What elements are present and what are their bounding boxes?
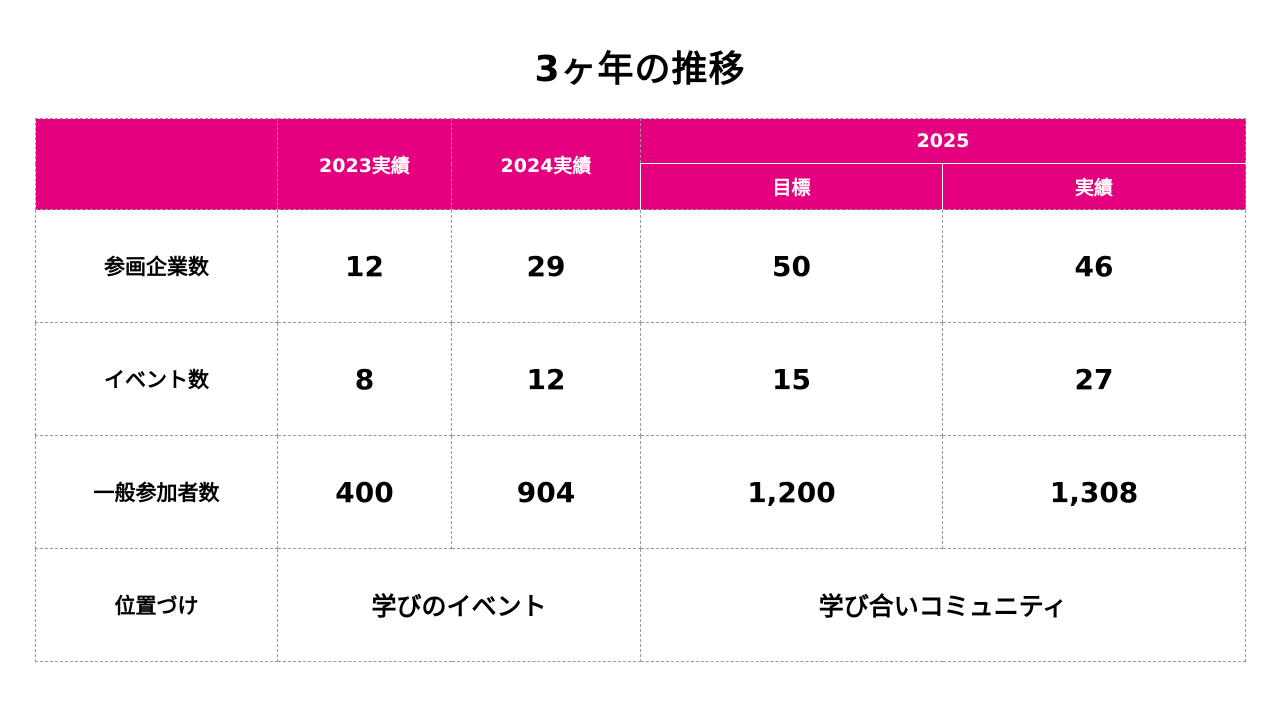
cell-events-2025-target: 15 [640,322,943,436]
row-label-events: イベント数 [35,322,278,436]
row-label-companies: 参画企業数 [35,209,278,323]
table-row: 一般参加者数 400 904 1,200 1,308 [35,435,1247,549]
cell-positioning-current: 学び合いコミュニティ [639,548,1247,662]
header-2023: 2023実績 [277,118,452,210]
table-subheader-row: 目標 実績 [36,163,1247,210]
cell-participants-2025-target: 1,200 [640,435,943,549]
header-2025-target: 目標 [640,163,943,210]
header-corner-cell [35,118,278,210]
table-row: 位置づけ 学びのイベント 学び合いコミュニティ [35,548,1247,662]
cell-events-2025-actual: 27 [941,322,1247,436]
comparison-table: 2023実績 2024実績 2025 目標 実績 参画企業数 12 29 50 … [35,118,1247,662]
header-2024: 2024実績 [451,118,641,210]
table-header-row: 2023実績 2024実績 2025 [35,118,1247,210]
cell-companies-2024: 29 [451,209,641,323]
header-2025-actual: 実績 [941,163,1247,210]
cell-participants-2025-actual: 1,308 [941,435,1247,549]
page-title: 3ヶ年の推移 [534,49,746,90]
cell-companies-2023: 12 [277,209,452,323]
cell-events-2024: 12 [451,322,641,436]
table-row: イベント数 8 12 15 27 [35,322,1247,436]
header-2025: 2025 [639,118,1247,164]
cell-companies-2025-actual: 46 [941,209,1247,323]
row-label-participants: 一般参加者数 [35,435,278,549]
cell-companies-2025-target: 50 [640,209,943,323]
cell-participants-2024: 904 [451,435,641,549]
cell-participants-2023: 400 [277,435,452,549]
cell-events-2023: 8 [277,322,452,436]
row-label-positioning: 位置づけ [35,548,278,662]
cell-positioning-early: 学びのイベント [277,548,641,662]
table-row: 参画企業数 12 29 50 46 [35,209,1247,323]
